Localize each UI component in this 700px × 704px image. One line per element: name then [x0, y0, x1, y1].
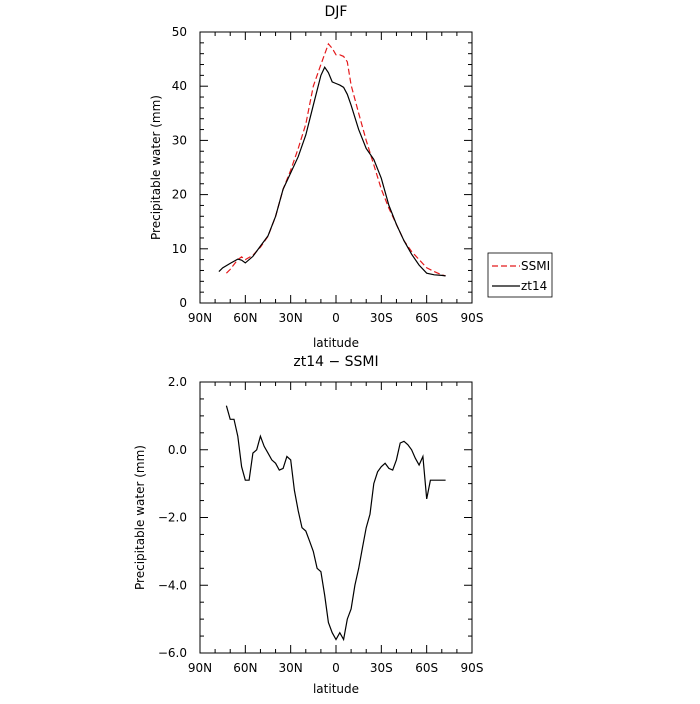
series-line-ssmi [225, 42, 446, 277]
chart-panel-1: DJF 90N 60N 30N 0 30S 60S 90S 0 10 20 30 40 50 latitud… [149, 4, 553, 350]
y-tick-label: 20 [172, 188, 187, 202]
chart-panel-2: zt14 − SSMI 90N 60N 30N 0 30S 60S 90S −6.0 −4.0 −2… [133, 354, 483, 696]
x-tick-label: 60N [233, 661, 257, 675]
series-line-zt14 [218, 65, 446, 277]
x-tick-label: 90N [188, 661, 212, 675]
x-tick-label: 60S [415, 661, 438, 675]
y-tick-label: 40 [172, 79, 187, 93]
y-axis-label: Precipitable water (mm) [149, 95, 163, 240]
y-tick-label: −4.0 [158, 578, 187, 592]
x-axis-label: latitude [313, 336, 359, 350]
y-tick-label: 0.0 [168, 443, 187, 457]
y-tick-label: 30 [172, 133, 187, 147]
x-axis-label: latitude [313, 682, 359, 696]
x-tick-label: 90S [461, 311, 484, 325]
y-tick-label: −2.0 [158, 511, 187, 525]
y-tick-label: 50 [172, 25, 187, 39]
x-tick-label: 60N [233, 311, 257, 325]
legend: SSMI zt14 [487, 252, 553, 298]
difference-line [225, 405, 446, 642]
legend-label-ssmi: SSMI [521, 259, 550, 273]
y-tick-label: −6.0 [158, 646, 187, 660]
y-tick-label: 2.0 [168, 375, 187, 389]
chart-title: DJF [325, 4, 348, 20]
x-tick-label: 90N [188, 311, 212, 325]
x-tick-label: 30N [279, 311, 303, 325]
plot-frame [199, 31, 473, 304]
chart-title: zt14 − SSMI [293, 354, 378, 370]
x-tick-label: 60S [415, 311, 438, 325]
x-tick-label: 30N [279, 661, 303, 675]
y-tick-label: 0 [179, 296, 187, 310]
x-tick-label: 30S [370, 661, 393, 675]
x-tick-label: 90S [461, 661, 484, 675]
legend-box [487, 252, 553, 298]
x-tick-label: 30S [370, 311, 393, 325]
y-tick-label: 10 [172, 242, 187, 256]
plot-frame [199, 381, 473, 654]
x-tick-label: 0 [332, 661, 340, 675]
x-tick-label: 0 [332, 311, 340, 325]
legend-label-zt14: zt14 [521, 279, 547, 293]
y-axis-label: Precipitable water (mm) [133, 445, 147, 590]
